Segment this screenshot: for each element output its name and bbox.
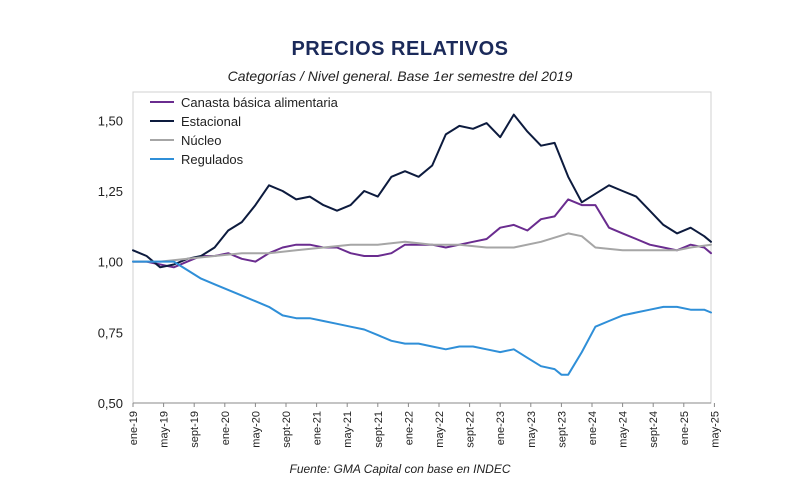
x-tick-label: may-25: [709, 411, 721, 448]
x-tick-label: ene-22: [403, 411, 415, 445]
series-line-2: [132, 113, 712, 269]
legend-label: Canasta básica alimentaria: [181, 95, 339, 110]
x-tick-label: ene-19: [128, 411, 140, 445]
x-tick-label: sept-21: [373, 411, 385, 448]
y-tick-label: 1,00: [98, 255, 123, 270]
legend-label: Estacional: [181, 114, 241, 129]
x-tick-label: ene-24: [587, 411, 599, 445]
x-tick-label: sept-22: [465, 411, 477, 448]
y-tick-label: 1,25: [98, 184, 123, 199]
x-tick-label: sept-19: [189, 411, 201, 448]
chart-source: Fuente: GMA Capital con base en INDEC: [289, 462, 511, 476]
x-tick-label: may-19: [159, 411, 171, 448]
legend-label: Núcleo: [181, 133, 221, 148]
x-tick-label: may-22: [434, 411, 446, 448]
x-tick-label: may-21: [342, 411, 354, 448]
legend-label: Regulados: [181, 152, 244, 167]
series-line-3: [132, 232, 712, 263]
chart-subtitle: Categorías / Nivel general. Base 1er sem…: [227, 68, 573, 84]
x-tick-label: may-24: [618, 411, 630, 448]
y-tick-label: 0,50: [98, 396, 123, 411]
x-tick-label: ene-21: [312, 411, 324, 445]
y-tick-label: 0,75: [98, 325, 123, 340]
x-tick-label: may-23: [526, 411, 538, 448]
series-line-4: [132, 260, 712, 376]
x-tick-label: ene-25: [679, 411, 691, 445]
x-tick-label: sept-24: [648, 411, 660, 448]
chart-title: PRECIOS RELATIVOS: [291, 38, 509, 60]
x-tick-label: sept-23: [556, 411, 568, 448]
x-tick-label: sept-20: [281, 411, 293, 448]
y-tick-label: 1,50: [98, 113, 123, 128]
x-tick-label: may-20: [250, 411, 262, 448]
x-tick-label: ene-23: [495, 411, 507, 445]
series-line-1: [132, 198, 712, 269]
x-tick-label: ene-20: [220, 411, 232, 445]
